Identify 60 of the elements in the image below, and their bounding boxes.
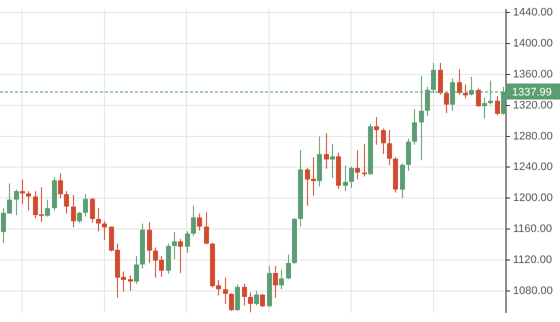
candlestick bbox=[14, 189, 19, 216]
candlestick bbox=[330, 144, 335, 178]
candlestick bbox=[248, 292, 253, 313]
candlestick bbox=[191, 205, 196, 236]
candlestick bbox=[178, 238, 183, 274]
candlestick bbox=[77, 211, 82, 224]
candlestick bbox=[235, 284, 240, 312]
candlestick bbox=[83, 194, 88, 218]
candlestick bbox=[96, 208, 101, 232]
candlestick bbox=[406, 138, 411, 172]
candlestick bbox=[90, 198, 95, 224]
candlestick bbox=[324, 132, 329, 170]
candlestick bbox=[229, 292, 234, 312]
candlestick bbox=[362, 144, 367, 177]
candlestick bbox=[223, 277, 228, 304]
y-tick-label: 1240.00 bbox=[513, 161, 553, 174]
candlestick bbox=[172, 232, 177, 260]
candlestick bbox=[444, 90, 449, 114]
candlestick bbox=[495, 96, 500, 116]
candlestick bbox=[412, 108, 417, 146]
candlestick bbox=[463, 84, 468, 99]
candlestick bbox=[185, 230, 190, 254]
candlestick bbox=[45, 199, 50, 218]
y-tick-label: 1440.00 bbox=[513, 6, 553, 19]
candlestick bbox=[457, 68, 462, 96]
candlestick bbox=[204, 211, 209, 245]
candlestick bbox=[286, 254, 291, 280]
candlestick bbox=[128, 274, 133, 292]
candlestick bbox=[102, 220, 107, 240]
y-tick-label: 1280.00 bbox=[513, 130, 553, 142]
candlestick bbox=[254, 290, 259, 306]
candlestick bbox=[71, 194, 76, 228]
candlestick bbox=[64, 190, 69, 214]
candlestick bbox=[374, 116, 379, 146]
candlestick bbox=[58, 172, 63, 199]
y-tick-label: 1200.00 bbox=[513, 192, 553, 204]
y-tick-label: 1120.00 bbox=[513, 254, 552, 266]
candlestick bbox=[355, 150, 360, 180]
candlestick bbox=[381, 128, 386, 155]
y-tick-label: 1080.00 bbox=[513, 284, 553, 297]
candlestick bbox=[273, 266, 278, 298]
candlestick bbox=[349, 166, 354, 189]
candlestick bbox=[482, 97, 487, 120]
candlestick bbox=[147, 222, 152, 264]
candlestick bbox=[242, 283, 247, 306]
y-tick-label: 1320.00 bbox=[513, 99, 553, 112]
y-tick-label: 1360.00 bbox=[513, 68, 553, 81]
ref-line-label: 1337.99 bbox=[512, 86, 552, 99]
candlestick bbox=[197, 213, 202, 232]
candlestick bbox=[476, 88, 481, 108]
y-tick-label: 1400.00 bbox=[513, 38, 553, 50]
candlestick bbox=[134, 256, 139, 284]
candlestick bbox=[387, 130, 392, 166]
y-tick-label: 1160.00 bbox=[513, 223, 552, 236]
candlestick bbox=[279, 269, 284, 290]
candlestick bbox=[438, 62, 443, 96]
candlestick bbox=[260, 293, 265, 308]
candlestick bbox=[20, 179, 25, 205]
candlestick bbox=[343, 165, 348, 192]
candlestick bbox=[26, 190, 31, 211]
